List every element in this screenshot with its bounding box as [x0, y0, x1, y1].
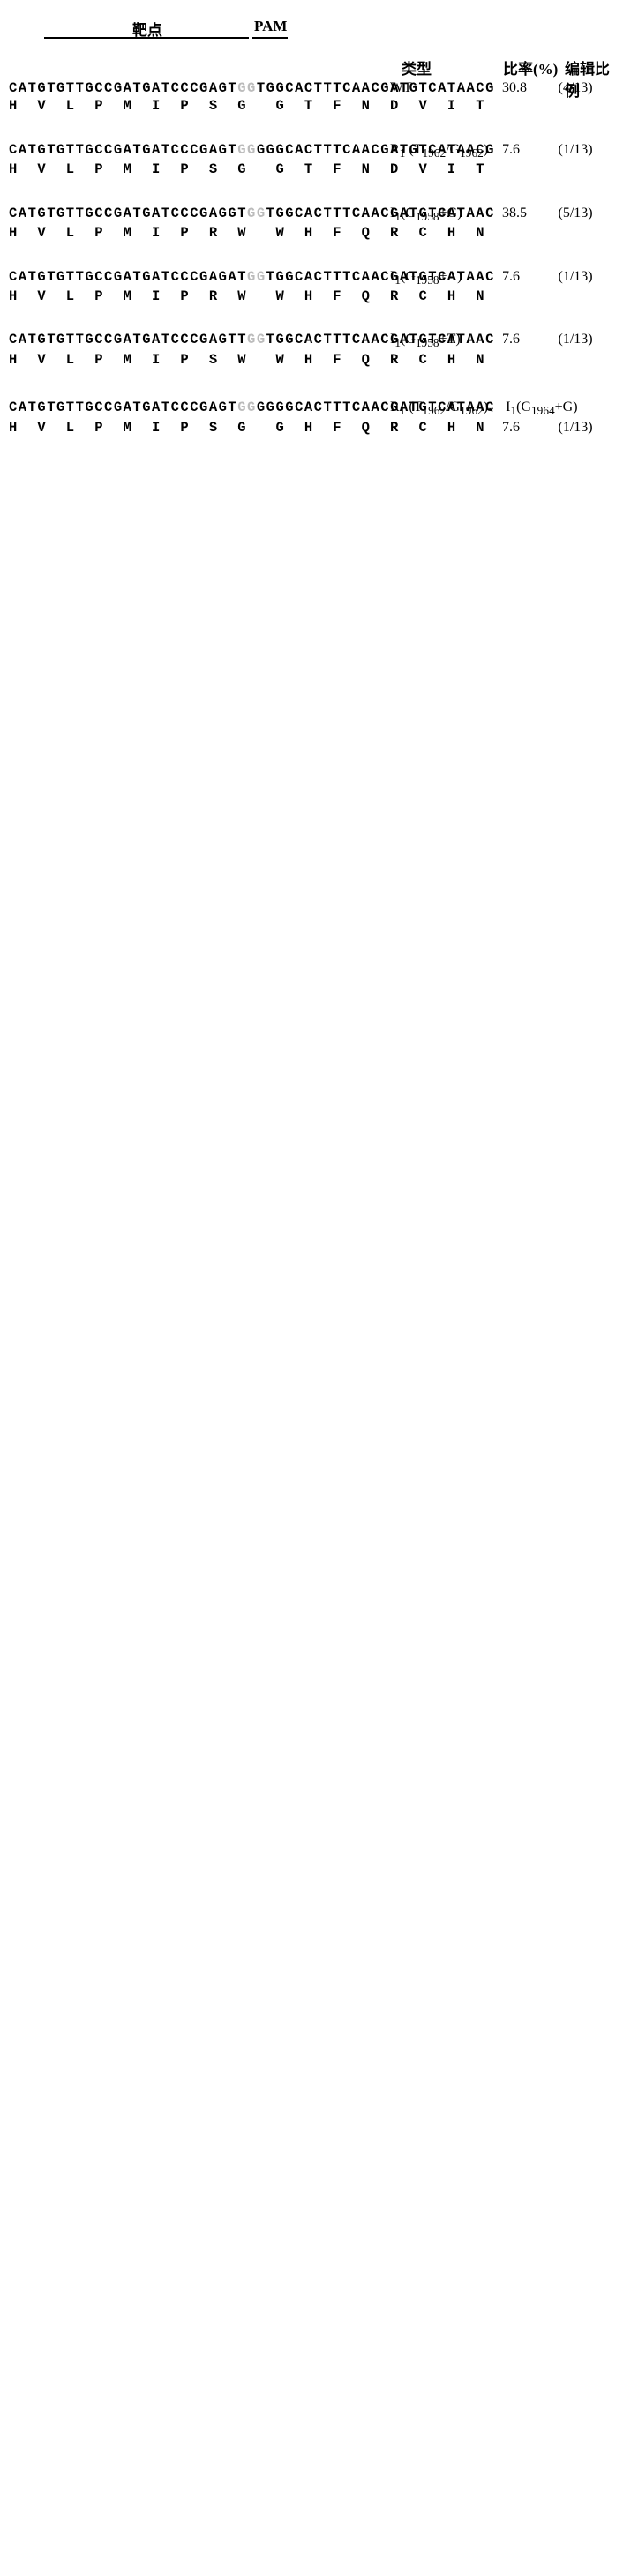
amino-acid-sequence: H V L P M I P S G G H F Q R C H N	[9, 419, 390, 438]
rate-value: 7.6	[502, 269, 559, 285]
amino-acid-sequence: H V L P M I P R W W H F Q R C H N	[9, 287, 390, 307]
type-value: R1 (T1962/G1962)	[390, 142, 502, 161]
ratio-value: (1/13)	[559, 269, 615, 285]
type-value: I1(G1958+G)	[390, 205, 502, 224]
dna-sequence: CATGTGTTGCCGATGATCCCGAGATGGTGGCACTTTCAAC…	[9, 268, 390, 286]
pam-label: PAM	[254, 18, 287, 35]
ratio-value: (1/13)	[559, 420, 615, 436]
seq-pre-pam: CATGTGTTGCCGATGATCCCGAGT	[9, 399, 237, 415]
aa-row: H V L P M I P R W W H F Q R C H N	[9, 224, 614, 243]
type-value: R1 (T1962/G1962)、 I1(G1964+G)	[390, 394, 578, 418]
seq-pre-pam: CATGTGTTGCCGATGATCCCGAGAT	[9, 269, 247, 285]
sequence-block: CATGTGTTGCCGATGATCCCGAGTGGGGGGCACTTTCAAC…	[9, 394, 614, 437]
sequence-row: CATGTGTTGCCGATGATCCCGAGATGGTGGCACTTTCAAC…	[9, 268, 614, 287]
dna-sequence: CATGTGTTGCCGATGATCCCGAGTGGGGGCACTTTCAACG…	[9, 141, 390, 159]
rate-value: 7.6	[502, 420, 559, 436]
column-headers: 类型比率(%)编辑比例	[9, 56, 614, 79]
sequence-block: CATGTGTTGCCGATGATCCCGAGTGGGGGCACTTTCAACG…	[9, 141, 614, 180]
amino-acid-sequence: H V L P M I P S G G T F N D V I T	[9, 97, 390, 116]
ratio-value: (5/13)	[559, 205, 615, 221]
amino-acid-sequence: H V L P M I P R W W H F Q R C H N	[9, 224, 390, 243]
seq-pre-pam: CATGTGTTGCCGATGATCCCGAGT	[9, 80, 237, 96]
rate-header: 比率(%)	[503, 56, 558, 78]
ratio-value: (1/13)	[559, 142, 615, 158]
sequence-row: CATGTGTTGCCGATGATCCCGAGTGGGGGGCACTTTCAAC…	[9, 394, 614, 418]
dna-sequence: CATGTGTTGCCGATGATCCCGAGGTGGTGGCACTTTCAAC…	[9, 205, 390, 222]
rate-value: 38.5	[502, 205, 559, 221]
seq-pam: GG	[237, 142, 257, 158]
seq-pre-pam: CATGTGTTGCCGATGATCCCGAGGT	[9, 205, 247, 221]
rate-value: 7.6	[502, 332, 559, 347]
sequence-block: CATGTGTTGCCGATGATCCCGAGGTGGTGGCACTTTCAAC…	[9, 205, 614, 243]
dna-sequence: CATGTGTTGCCGATGATCCCGAGTGGGGGGCACTTTCAAC…	[9, 399, 390, 416]
type-value: I1(G1958+T)	[390, 332, 502, 350]
sequence-row: CATGTGTTGCCGATGATCCCGAGGTGGTGGCACTTTCAAC…	[9, 205, 614, 224]
dna-sequence: CATGTGTTGCCGATGATCCCGAGTTGGTGGCACTTTCAAC…	[9, 331, 390, 348]
ratio-value: (1/13)	[559, 332, 615, 347]
seq-pre-pam: CATGTGTTGCCGATGATCCCGAGT	[9, 142, 237, 158]
ratio-header: 编辑比例	[565, 56, 614, 101]
rate-value: 7.6	[502, 142, 559, 158]
sequence-block: CATGTGTTGCCGATGATCCCGAGTGGTGGCACTTTCAACG…	[9, 79, 614, 116]
sequence-block: CATGTGTTGCCGATGATCCCGAGATGGTGGCACTTTCAAC…	[9, 268, 614, 307]
type-value: I1(G1958+A)	[390, 269, 502, 287]
amino-acid-sequence: H V L P M I P S W W H F Q R C H N	[9, 351, 390, 370]
sequence-block: CATGTGTTGCCGATGATCCCGAGTTGGTGGCACTTTCAAC…	[9, 331, 614, 370]
aa-row: H V L P M I P S G G T F N D V I T	[9, 161, 614, 180]
sequence-row: CATGTGTTGCCGATGATCCCGAGTTGGTGGCACTTTCAAC…	[9, 331, 614, 350]
seq-pam: GG	[247, 332, 266, 347]
seq-pam: GG	[237, 399, 257, 415]
seq-pam: GG	[237, 80, 257, 96]
rate-value: 30.8	[502, 80, 559, 96]
aa-row: H V L P M I P R W W H F Q R C H N	[9, 287, 614, 307]
target-underline	[44, 37, 249, 39]
amino-acid-sequence: H V L P M I P S G G T F N D V I T	[9, 161, 390, 180]
seq-pam: GG	[247, 269, 266, 285]
aa-row: H V L P M I P S G G T F N D V I T	[9, 97, 614, 116]
aa-row: H V L P M I P S W W H F Q R C H N	[9, 351, 614, 370]
sequence-row: CATGTGTTGCCGATGATCCCGAGTGGGGGCACTTTCAACG…	[9, 141, 614, 161]
seq-pre-pam: CATGTGTTGCCGATGATCCCGAGTT	[9, 332, 247, 347]
type-value: WT	[390, 80, 502, 96]
sequence-row: CATGTGTTGCCGATGATCCCGAGTGGTGGCACTTTCAACG…	[9, 79, 614, 97]
type-header: 类型	[402, 56, 432, 78]
dna-sequence: CATGTGTTGCCGATGATCCCGAGTGGTGGCACTTTCAACG…	[9, 79, 390, 97]
seq-pam: GG	[247, 205, 266, 221]
header-line: 靶点PAM	[9, 18, 614, 53]
aa-row: H V L P M I P S G G H F Q R C H N 7.6(1/1…	[9, 419, 614, 438]
pam-overline	[252, 37, 288, 39]
